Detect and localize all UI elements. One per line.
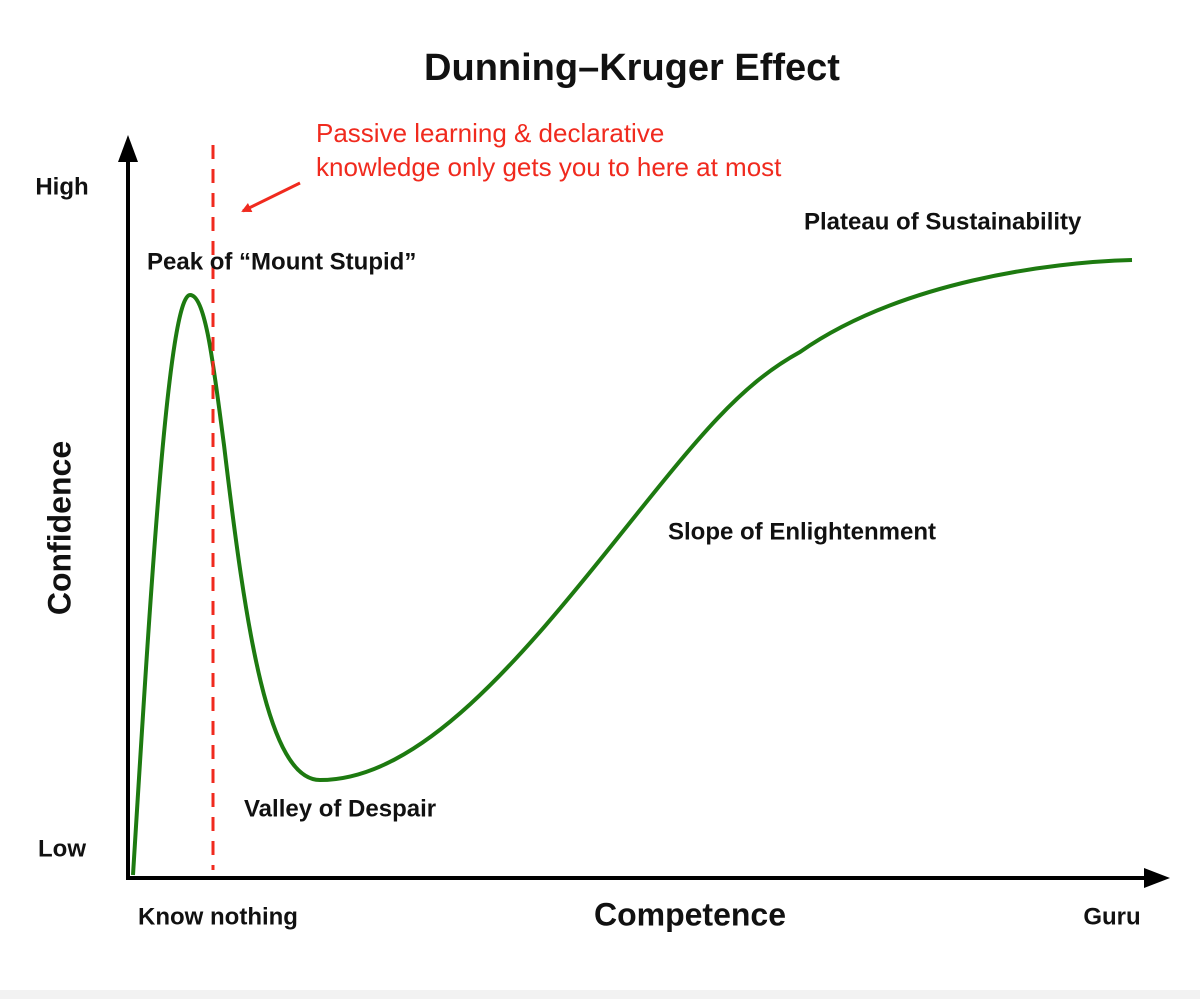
annotation-line: knowledge only gets you to here at most	[316, 152, 782, 182]
annotation-arrow	[241, 181, 301, 213]
x-end-label: Guru	[1083, 903, 1140, 930]
y-axis-label: Confidence	[41, 441, 77, 615]
y-low-label: Low	[38, 835, 86, 862]
stage-label: Peak of “Mount Stupid”	[147, 248, 416, 275]
x-axis-arrow	[1144, 868, 1170, 888]
bottom-strip	[0, 990, 1200, 999]
x-start-label: Know nothing	[138, 903, 298, 930]
x-axis-label: Competence	[594, 896, 786, 932]
annotation-line: Passive learning & declarative	[316, 118, 664, 148]
stage-label: Plateau of Sustainability	[804, 208, 1082, 235]
stage-label: Valley of Despair	[244, 795, 436, 822]
stage-label: Slope of Enlightenment	[668, 518, 936, 545]
y-high-label: High	[35, 173, 88, 200]
y-axis-arrow	[118, 135, 138, 162]
confidence-curve	[131, 258, 1133, 876]
title: Dunning–Kruger Effect	[424, 47, 840, 89]
